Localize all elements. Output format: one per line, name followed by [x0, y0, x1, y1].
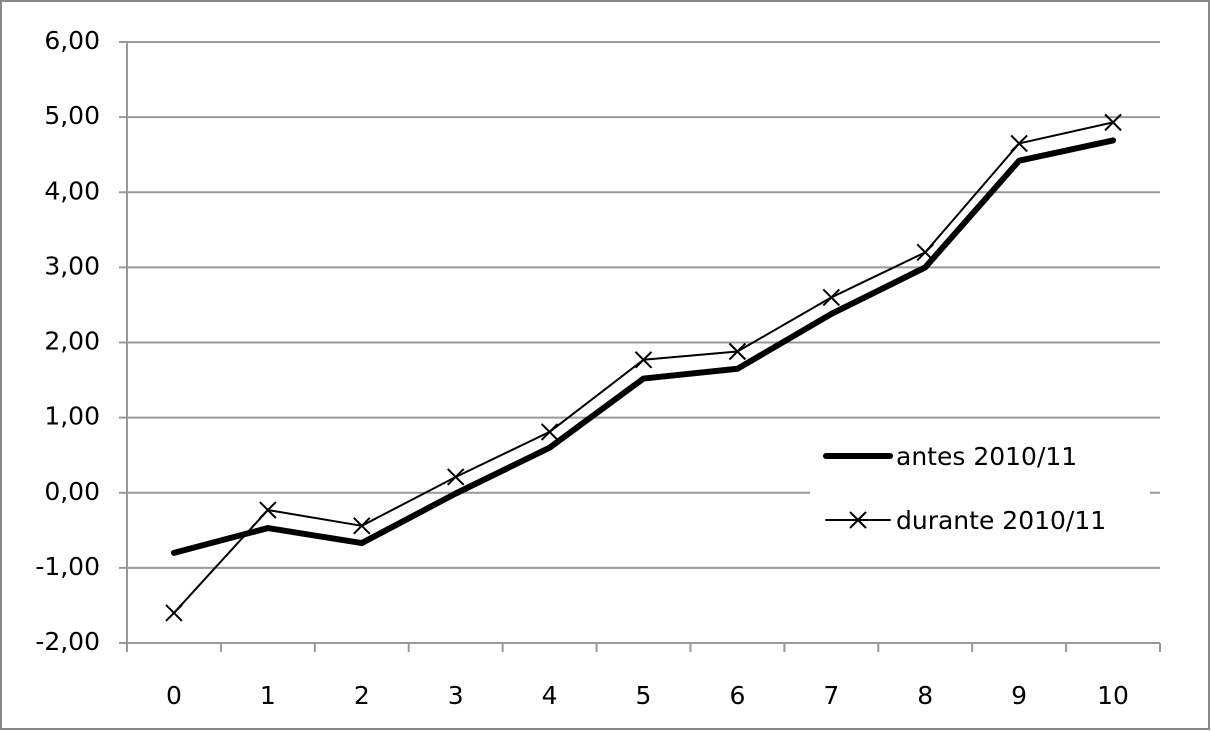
point-marker [259, 501, 277, 519]
point-marker [165, 604, 183, 622]
y-tick-label: 1,00 [44, 402, 100, 431]
x-tick-label: 4 [542, 681, 558, 710]
x-tick-label: 1 [260, 681, 276, 710]
point-marker [353, 517, 371, 535]
x-tick-label: 7 [823, 681, 839, 710]
x-tick-label: 8 [917, 681, 933, 710]
x-tick-label: 6 [729, 681, 745, 710]
y-tick-label: -2,00 [35, 627, 100, 656]
point-marker [728, 342, 747, 361]
x-tick-label: 3 [448, 681, 464, 710]
point-marker [540, 423, 559, 441]
y-tick-label: 3,00 [44, 251, 100, 280]
point-marker [634, 351, 653, 369]
y-tick-label: 2,00 [44, 327, 100, 356]
y-tick-label: -1,00 [35, 552, 100, 581]
point-marker [822, 288, 841, 307]
series-line [170, 137, 1117, 556]
y-tick-label: 5,00 [44, 101, 100, 130]
point-marker [1010, 134, 1028, 153]
legend-marker [849, 511, 867, 529]
x-tick-label: 2 [354, 681, 370, 710]
x-tick-label: 9 [1011, 681, 1027, 710]
y-tick-label: 4,00 [44, 176, 100, 205]
x-tick-label: 5 [636, 681, 652, 710]
point-marker [916, 243, 934, 262]
x-tick-label: 10 [1097, 681, 1129, 710]
legend-box [810, 432, 1150, 550]
point-marker [1104, 113, 1122, 132]
legend-label: antes 2010/11 [896, 442, 1077, 471]
point-marker [446, 468, 465, 486]
y-tick-label: 6,00 [44, 26, 100, 55]
x-tick-label: 0 [166, 681, 182, 710]
y-tick-label: 0,00 [44, 477, 100, 506]
legend-label: durante 2010/11 [896, 506, 1106, 535]
